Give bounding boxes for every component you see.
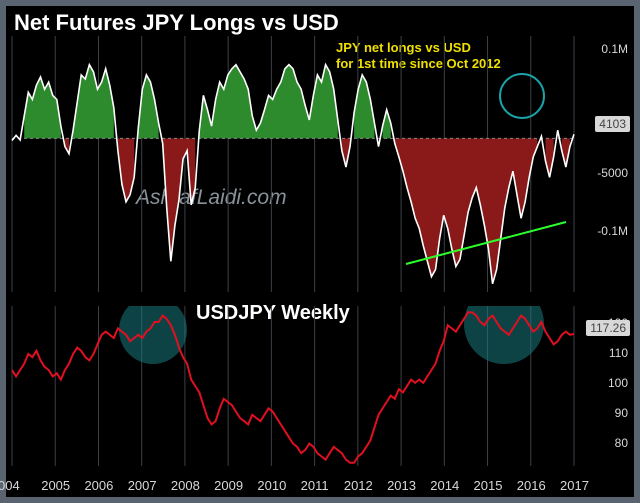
xaxis-year-label: 2005 [41, 478, 70, 493]
panel2-ytick: 80 [615, 436, 628, 450]
panel1-ytick: -0.1M [597, 224, 628, 238]
chart-canvas: { "layout": { "width": 628, "height": 49… [6, 6, 634, 497]
xaxis-year-label: 2017 [560, 478, 589, 493]
xaxis-year-label: 2012 [344, 478, 373, 493]
panel2-ytick: 100 [608, 376, 628, 390]
panel1-value-badge: 4103 [595, 116, 630, 132]
xaxis-year-label: 2010 [257, 478, 286, 493]
xaxis-year-label: 2009 [214, 478, 243, 493]
xaxis-year-label: 2007 [128, 478, 157, 493]
xaxis-year-label: 2015 [474, 478, 503, 493]
chart-frame: { "layout": { "width": 628, "height": 49… [0, 0, 640, 503]
panel1-ytick: -5000 [597, 166, 628, 180]
panel2-ytick: 90 [615, 406, 628, 420]
xaxis-year-label: 2016 [517, 478, 546, 493]
panel1-title: Net Futures JPY Longs vs USD [14, 10, 339, 36]
xaxis-year-label: 2013 [387, 478, 416, 493]
panel2-plot [6, 306, 576, 466]
panel1-ytick: 0.1M [601, 42, 628, 56]
xaxis-year-label: 2008 [171, 478, 200, 493]
xaxis-year-label: 2006 [84, 478, 113, 493]
panel2-ytick: 110 [609, 346, 628, 360]
panel2-value-badge: 117.26 [586, 320, 630, 336]
xaxis-year-label: 2014 [430, 478, 459, 493]
xaxis-year-label: 004 [0, 478, 20, 493]
xaxis-year-label: 2011 [301, 478, 329, 493]
panel1-plot [6, 36, 576, 292]
